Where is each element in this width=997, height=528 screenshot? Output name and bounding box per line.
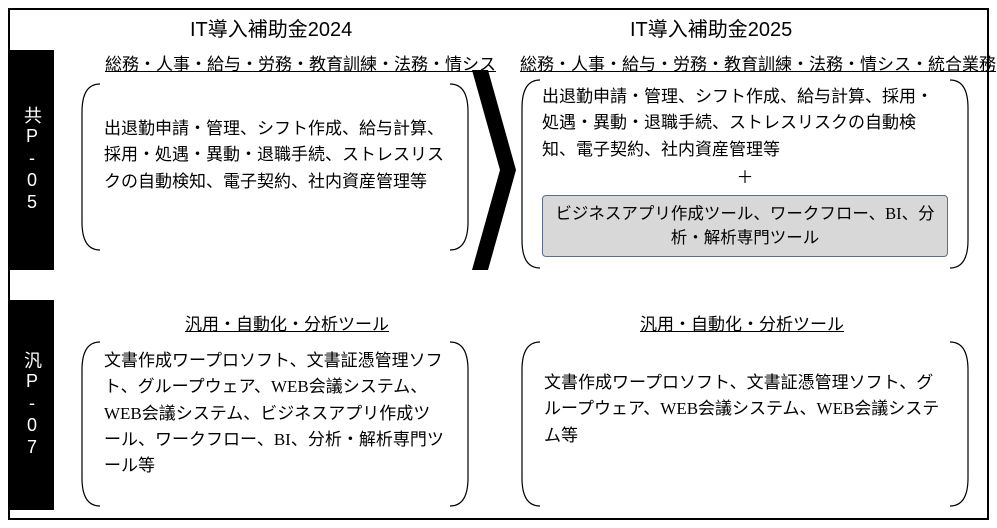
- side-label-p07: 汎P-07: [10, 300, 54, 510]
- side-label-p05: 共P-05: [10, 50, 54, 270]
- side-label-p07-text: 汎P-07: [19, 351, 45, 459]
- column-header-2025: IT導入補助金2025: [630, 13, 792, 42]
- content-p07-right-text: 文書作成ワープロソフト、文書証憑管理ソフト、グループウェア、WEB会議システム、…: [544, 373, 939, 445]
- content-p05-right-text: 出退勤申請・管理、シフト作成、給与計算、採用・処遇・異動・退職手続、ストレスリス…: [542, 84, 948, 163]
- highlight-box-p05: ビジネスアプリ作成ツール、ワークフロー、BI、分析・解析専門ツール: [542, 195, 948, 257]
- subheader-p05-left: 総務・人事・給与・労務・教育訓練・法務・情シス: [105, 50, 496, 75]
- column-header-2024: IT導入補助金2024: [190, 13, 352, 42]
- content-p05-right: 出退勤申請・管理、シフト作成、給与計算、採用・処遇・異動・退職手続、ストレスリス…: [520, 78, 970, 270]
- content-p07-left-text: 文書作成ワープロソフト、文書証憑管理ソフト、グループウェア、WEB会議システム、…: [104, 351, 444, 475]
- side-label-p05-text: 共P-05: [19, 106, 45, 214]
- content-p05-left-text: 出退勤申請・管理、シフト作成、給与計算、採用・処遇・異動・退職手続、ストレスリス…: [104, 119, 444, 191]
- content-p05-left: 出退勤申請・管理、シフト作成、給与計算、採用・処遇・異動・退職手続、ストレスリス…: [80, 106, 470, 236]
- arrow-icon: [472, 70, 516, 270]
- content-p07-left: 文書作成ワープロソフト、文書証憑管理ソフト、グループウェア、WEB会議システム、…: [80, 340, 470, 508]
- subheader-p07-right: 汎用・自動化・分析ツール: [640, 310, 844, 335]
- subheader-p05-right: 総務・人事・給与・労務・教育訓練・法務・情シス・統合業務: [520, 50, 996, 75]
- content-p07-right: 文書作成ワープロソフト、文書証憑管理ソフト、グループウェア、WEB会議システム、…: [520, 360, 970, 490]
- plus-sign: ＋: [542, 165, 948, 191]
- subheader-p07-left: 汎用・自動化・分析ツール: [185, 310, 389, 335]
